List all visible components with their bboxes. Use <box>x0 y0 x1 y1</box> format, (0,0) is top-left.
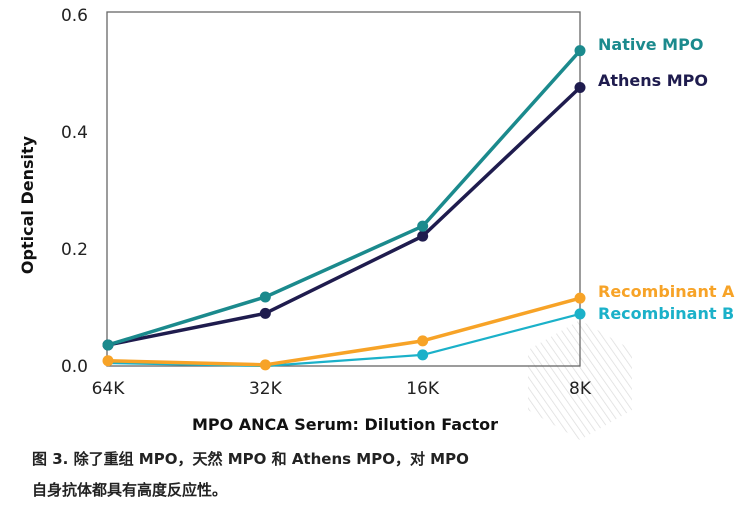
y-tick-label: 0.6 <box>61 6 88 26</box>
hatched-hexagon-decoration <box>528 320 632 440</box>
x-axis-label: MPO ANCA Serum: Dilution Factor <box>192 415 498 434</box>
series-label: Recombinant B <box>598 304 734 323</box>
x-tick-label: 32K <box>249 379 283 399</box>
data-point <box>574 308 586 320</box>
series-line-recombinant-a <box>107 296 581 367</box>
x-tick-label: 8K <box>569 379 592 399</box>
data-point <box>574 292 586 304</box>
series-line-recombinant-b <box>107 312 581 368</box>
plot-frame <box>106 11 581 367</box>
y-tick-label: 0.4 <box>61 123 88 143</box>
data-point <box>259 291 271 303</box>
series-line-athens-mpo <box>107 86 582 347</box>
data-point <box>259 359 271 371</box>
data-point <box>574 82 586 94</box>
data-point <box>259 307 271 319</box>
y-tick-label: 0.2 <box>61 240 88 260</box>
data-point <box>102 339 114 351</box>
x-tick-label: 16K <box>406 379 440 399</box>
y-tick-label: 0.0 <box>61 357 88 377</box>
line-chart: 0.0 0.2 0.4 0.6 64K 32K 16K 8K Recombinant B Rec… <box>18 6 735 440</box>
data-point <box>417 230 429 242</box>
data-point <box>574 45 586 57</box>
data-point <box>417 220 429 232</box>
y-axis-label: Optical Density <box>18 135 37 274</box>
data-point <box>417 349 429 361</box>
data-point <box>417 335 429 347</box>
caption-line-2: 自身抗体都具有高度反应性。 <box>32 481 228 499</box>
caption-line-1: 图 3. 除了重组 MPO，天然 MPO 和 Athens MPO，对 MPO <box>32 450 469 468</box>
x-tick-label: 64K <box>92 379 126 399</box>
data-point <box>102 355 114 367</box>
series-label: Athens MPO <box>598 71 708 90</box>
figure-caption: 图 3. 除了重组 MPO，天然 MPO 和 Athens MPO，对 MPO … <box>32 444 632 506</box>
series-label: Recombinant A <box>598 282 735 301</box>
series-label: Native MPO <box>598 35 703 54</box>
series-line-native-mpo <box>107 49 582 347</box>
